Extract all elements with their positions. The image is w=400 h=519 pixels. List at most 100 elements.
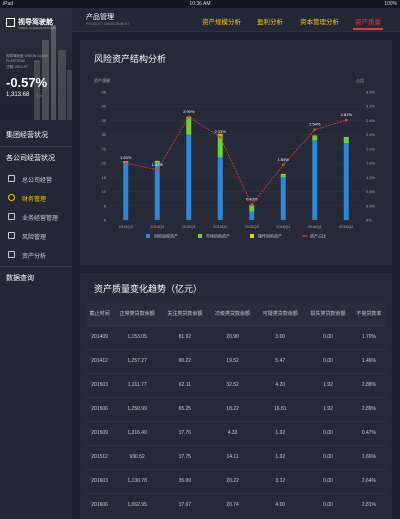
table-cell: 4.33 — [208, 420, 257, 445]
y-tick-label-right: 0% — [366, 218, 372, 223]
nav-item-assets[interactable]: 资产分析 — [0, 246, 72, 263]
y-tick-label-left: 30 — [102, 132, 107, 137]
table-cell: 201512 — [86, 444, 114, 469]
bar-2 — [312, 136, 318, 141]
col-header[interactable]: 损失类贷款余额 — [304, 303, 352, 325]
chart-title: 风险资产结构分析 — [94, 54, 167, 64]
ratio-point-label: 2.54% — [309, 122, 321, 127]
table-cell: 2.81% — [351, 492, 386, 517]
table-cell: 201606 — [86, 492, 114, 517]
bar-2 — [186, 117, 192, 135]
tab-asset-scale[interactable]: 资产规模分析 — [202, 19, 241, 26]
risk-asset-chart: 资产规模 占比 0 5 10 15 20 25 30 35 40 45 0% 0.4% 0.8% 1.2% 1.… — [94, 77, 376, 239]
table-cell: 0.00 — [304, 492, 352, 517]
nav-group-subsidiaries[interactable]: 各公司经营状况 — [6, 155, 55, 162]
table-cell: 1.46% — [351, 348, 386, 373]
bar-2 — [249, 205, 255, 212]
table-cell: 201509 — [86, 420, 114, 445]
y-axis-title-left: 资产规模 — [94, 77, 110, 83]
table-cell: 1,130.78 — [113, 468, 161, 493]
ratio-point-label: 2.90% — [183, 109, 195, 114]
bar-3 — [217, 133, 223, 135]
nav-group-company[interactable]: 集团经营状况 — [6, 132, 48, 139]
chart-panel: 风险资产结构分析 — [80, 40, 392, 265]
table-title: 资产质量变化趋势（亿元） — [94, 284, 203, 294]
bar-3 — [343, 136, 349, 138]
col-header[interactable]: 正常类贷款余额 — [113, 303, 161, 325]
table-cell: 201409 — [86, 324, 114, 349]
table-cell: 90.22 — [160, 348, 209, 373]
y-tick-label-right: 2.8% — [366, 118, 376, 123]
bar-1 — [154, 163, 160, 220]
table-row[interactable]: 201412 1,257.27 90.22 19.52 5.47 0.00 1.46% — [86, 348, 386, 373]
table-cell: 37.67 — [160, 492, 209, 517]
table-cell: 20.90 — [208, 324, 257, 349]
y-tick-label-left: 35 — [102, 118, 107, 123]
tab-asset-quality[interactable]: 资产质量 — [355, 19, 381, 26]
table-cell: 3.12 — [256, 468, 305, 493]
x-tick-label: 2015Q1 — [182, 224, 197, 229]
bar-3 — [123, 161, 129, 162]
table-cell: 0.00 — [304, 348, 352, 373]
table-row[interactable]: 201409 1,153.05 81.92 20.90 3.00 0.00 1.70% — [86, 324, 386, 349]
table-cell: 0.00 — [304, 468, 352, 493]
clock: 10:36 AM — [189, 1, 211, 7]
bar-1 — [280, 177, 286, 220]
ratio-point — [218, 135, 222, 139]
chart-icon — [8, 251, 15, 258]
legend-label: 操作风险资产 — [258, 233, 282, 239]
table-cell: 1.92 — [304, 396, 352, 421]
tab-profit[interactable]: 盈利分析 — [257, 19, 283, 26]
nav-group-query[interactable]: 数据查询 — [6, 275, 34, 282]
table-row[interactable]: 201509 1,316.40 37.76 4.33 1.92 0.00 0.47% — [86, 420, 386, 445]
bar-1 — [343, 143, 349, 220]
x-tick-label: 2014Q3 — [119, 224, 134, 229]
logo-icon — [6, 18, 15, 27]
bar-1 — [186, 134, 192, 220]
nav-item-label: 风险管理 — [22, 235, 47, 241]
nav-item-risk[interactable]: 风险管理 — [0, 227, 72, 244]
brand-name: 视导驾驶舱 — [18, 19, 53, 26]
y-tick-label-left: 40 — [102, 104, 107, 109]
table-cell: 1,311.77 — [113, 372, 161, 397]
table-row[interactable]: 201603 1,130.78 35.00 20.22 3.12 0.00 2.64% — [86, 468, 386, 493]
table-row[interactable]: 201606 1,062.95 37.67 20.74 4.00 0.00 2.81% — [86, 492, 386, 517]
y-tick-label-left: 10 — [102, 189, 107, 194]
y-tick-label-right: 0.4% — [366, 203, 376, 208]
nav-item-head-office[interactable]: 总公司经营 — [0, 170, 72, 187]
shield-icon — [8, 232, 15, 239]
ratio-point — [187, 115, 191, 119]
building-icon — [8, 175, 15, 182]
tab-capital[interactable]: 资本管理分析 — [300, 19, 339, 26]
table-row[interactable]: 201503 1,311.77 62.11 32.52 4.20 1.92 2.88% — [86, 372, 386, 397]
nav-item-business[interactable]: 业务经营管理 — [0, 208, 72, 225]
col-header[interactable]: 不良贷款率 — [351, 303, 386, 325]
divider — [0, 266, 72, 267]
table-cell: 2.88% — [351, 372, 386, 397]
bar-3 — [154, 160, 160, 162]
nav-item-label: 业务经营管理 — [22, 216, 59, 222]
sidebar-header: 视导驾驶舱 VISION GUIDE PLATFORM 视导驾驶舱 VISION… — [0, 8, 72, 120]
col-header[interactable]: 可疑类贷款余额 — [256, 303, 305, 325]
nav-item-finance[interactable]: 财务管理 — [0, 189, 72, 206]
y-tick-label-left: 25 — [102, 146, 107, 151]
summary-line-1: 视导驾驶舱 VISION GUIDE — [6, 54, 49, 58]
summary-line-2: PLATFORM — [6, 59, 25, 63]
table-cell: 18.22 — [208, 396, 257, 421]
x-tick-label: 2015Q3 — [245, 224, 260, 229]
col-header[interactable]: 关注类贷款余额 — [160, 303, 209, 325]
table-cell: 1,153.05 — [113, 324, 161, 349]
table-cell: 32.52 — [208, 372, 257, 397]
status-bar: iPad 10:36 AM 100% — [0, 0, 400, 8]
table-row[interactable]: 201512 930.52 37.75 14.11 1.92 0.00 1.66% — [86, 444, 386, 469]
table-row[interactable]: 201506 1,250.99 65.25 18.22 16.81 1.92 2.89% — [86, 396, 386, 421]
bar-2 — [280, 174, 286, 178]
summary-tag: 万元 — [35, 93, 43, 98]
col-header[interactable]: 截止时间 — [86, 303, 114, 325]
y-tick-label-right: 2.0% — [366, 146, 376, 151]
ratio-point — [124, 161, 128, 165]
y-axis-title-right: 占比 — [356, 77, 364, 83]
col-header[interactable]: 次级类贷款余额 — [208, 303, 257, 325]
table-cell: 1.70% — [351, 324, 386, 349]
table-cell: 1,316.40 — [113, 420, 161, 445]
